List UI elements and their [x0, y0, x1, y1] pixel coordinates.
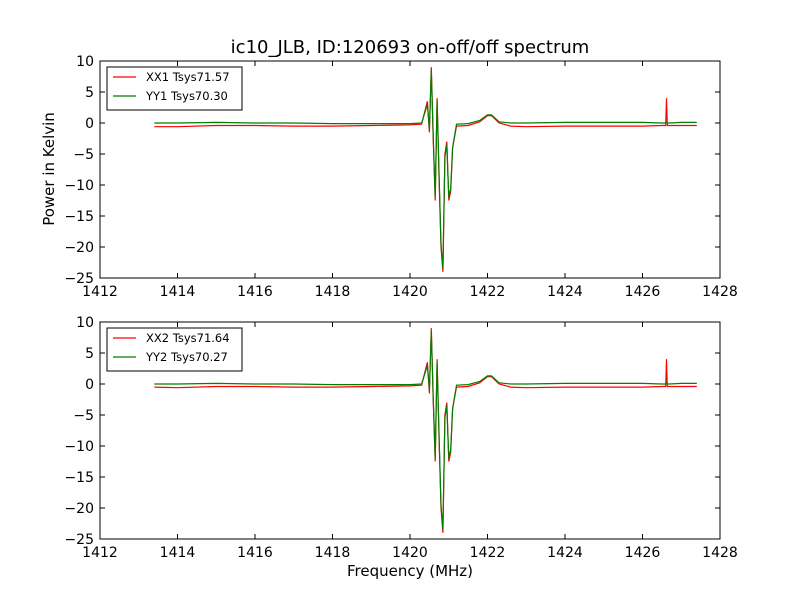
top-x-tick-label: 1418	[315, 284, 351, 300]
top-y-tick-label: −25	[64, 271, 94, 287]
bottom-y-tick-label: −15	[64, 470, 94, 486]
top-x-tick-label: 1424	[547, 284, 583, 300]
bottom-series-line-0	[154, 328, 697, 533]
bottom-x-tick-label: 1414	[160, 545, 196, 561]
bottom-y-tick-label: −25	[64, 532, 94, 548]
bottom-y-tick-label: −10	[64, 439, 94, 455]
bottom-y-tick-label: 10	[76, 315, 94, 331]
top-y-tick-label: −20	[64, 240, 94, 256]
top-series-line-1	[154, 70, 697, 269]
top-x-tick-label: 1428	[702, 284, 738, 300]
top-y-tick-label: −10	[64, 178, 94, 194]
top-legend: XX1 Tsys71.57 YY1 Tsys70.30	[106, 66, 243, 111]
top-series-line-0	[154, 67, 697, 272]
bottom-series-line-1	[154, 331, 697, 530]
bottom-y-tick-label: 5	[85, 346, 94, 362]
bottom-y-tick-label: −5	[73, 408, 94, 424]
y-axis-label-top: Power in Kelvin	[40, 112, 58, 226]
top-panel: 1412 1414 1416 1418 1420 1422 1424 1426 1428 10 5 0…	[64, 54, 737, 300]
top-legend-label-1: YY1 Tsys70.30	[145, 89, 228, 103]
top-x-tick-label: 1426	[625, 284, 661, 300]
top-x-tick-label: 1422	[470, 284, 506, 300]
x-axis-label: Frequency (MHz)	[347, 562, 473, 580]
bottom-legend: XX2 Tsys71.64 YY2 Tsys70.27	[106, 327, 243, 372]
top-y-tick-label: 5	[85, 85, 94, 101]
bottom-x-tick-label: 1412	[82, 545, 118, 561]
top-legend-box	[106, 66, 243, 111]
bottom-x-tick-label: 1420	[392, 545, 428, 561]
bottom-legend-label-0: XX2 Tsys71.64	[146, 331, 230, 345]
bottom-y-tick-label: 0	[85, 377, 94, 393]
top-y-tick-label: −15	[64, 209, 94, 225]
bottom-legend-label-1: YY2 Tsys70.27	[145, 350, 228, 364]
bottom-x-tick-label: 1424	[547, 545, 583, 561]
top-x-tick-label: 1412	[82, 284, 118, 300]
bottom-panel: 1412 1414 1416 1418 1420 1422 1424 1426 1428 10 5 0…	[64, 315, 737, 561]
top-legend-label-0: XX1 Tsys71.57	[146, 70, 230, 84]
top-x-tick-label: 1414	[160, 284, 196, 300]
chart-title: ic10_JLB, ID:120693 on-off/off spectrum	[231, 37, 590, 58]
top-y-tick-label: 10	[76, 54, 94, 70]
top-x-tick-label: 1420	[392, 284, 428, 300]
bottom-x-tick-label: 1418	[315, 545, 351, 561]
top-y-tick-label: −5	[73, 147, 94, 163]
bottom-x-tick-label: 1426	[625, 545, 661, 561]
bottom-y-tick-label: −20	[64, 501, 94, 517]
top-x-tick-label: 1416	[237, 284, 273, 300]
bottom-x-tick-label: 1416	[237, 545, 273, 561]
bottom-x-tick-label: 1428	[702, 545, 738, 561]
bottom-x-tick-label: 1422	[470, 545, 506, 561]
bottom-legend-box	[106, 327, 243, 372]
top-y-tick-label: 0	[85, 116, 94, 132]
